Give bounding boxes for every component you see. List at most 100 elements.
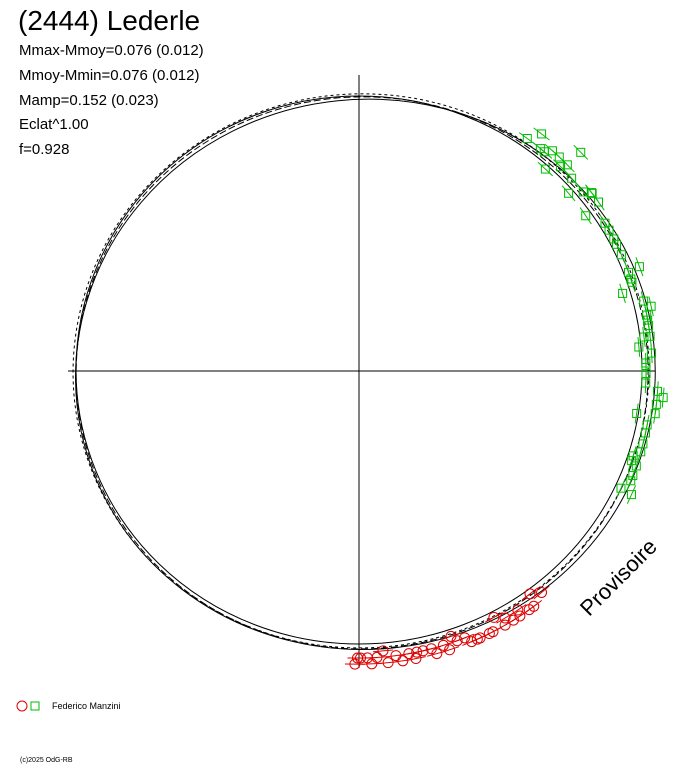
stat-f: f=0.928 [19, 141, 70, 158]
circle-point-34 [347, 652, 368, 664]
square-marker [628, 471, 638, 481]
copyright-text: (c)2025 OdG-RB [20, 757, 73, 764]
circle-point-7 [496, 612, 514, 624]
square-marker [641, 378, 651, 388]
square-marker [647, 348, 657, 358]
square-marker [640, 428, 650, 438]
circle-point-35 [344, 658, 365, 670]
square-point-34 [634, 337, 644, 358]
error-bar [537, 161, 554, 177]
square-marker [612, 239, 622, 249]
circle-point-9 [484, 611, 503, 623]
error-bar [533, 127, 550, 141]
error-bar [576, 183, 590, 201]
square-point-39 [641, 373, 651, 394]
circle-point-27 [385, 650, 406, 662]
circle-point-14 [462, 636, 482, 648]
square-marker [650, 409, 660, 419]
circle-marker [403, 648, 415, 660]
square-marker [658, 393, 668, 403]
square-marker [628, 451, 638, 461]
square-marker [626, 476, 636, 486]
square-marker [587, 188, 597, 198]
circle-marker [459, 632, 471, 644]
square-point-54 [616, 478, 626, 498]
circle-marker [512, 604, 524, 616]
circle-point-18 [439, 644, 460, 656]
square-point-50 [627, 450, 637, 471]
model-curve-2 [75, 96, 649, 650]
error-bar [648, 296, 654, 317]
square-marker [554, 152, 564, 162]
square-point-1 [533, 127, 550, 141]
circle-point-1 [521, 587, 539, 601]
circle-marker [483, 628, 495, 640]
circle-marker [507, 614, 519, 626]
square-marker [537, 129, 547, 139]
square-marker [616, 250, 626, 260]
error-bar [616, 245, 626, 265]
square-marker [564, 188, 574, 198]
error-bar [441, 632, 461, 641]
square-point-5 [537, 161, 554, 177]
circle-marker [349, 658, 361, 670]
circle-marker [524, 588, 536, 600]
square-marker [604, 225, 614, 235]
data-points [344, 127, 668, 670]
square-marker [632, 408, 642, 418]
legend-circle-marker [16, 700, 28, 712]
square-marker [627, 277, 637, 287]
square-marker [547, 146, 557, 156]
square-marker [618, 288, 628, 298]
square-point-10 [564, 170, 579, 186]
square-marker [631, 461, 641, 471]
square-point-53 [626, 471, 636, 491]
legend-label: Federico Manzini [52, 701, 121, 711]
error-bar [634, 403, 639, 424]
circle-marker [411, 646, 423, 658]
square-marker [556, 162, 566, 172]
error-bar [592, 193, 605, 211]
error-bar [644, 373, 647, 394]
square-marker [594, 197, 604, 207]
square-marker [626, 274, 636, 284]
circle-point-28 [378, 657, 399, 669]
legend-markers [16, 700, 40, 712]
square-marker [576, 147, 586, 157]
model-curve-4 [72, 93, 650, 649]
error-bar [642, 327, 646, 348]
square-marker [626, 490, 636, 500]
error-bar [573, 144, 589, 160]
circle-marker [499, 612, 511, 624]
square-marker [609, 234, 619, 244]
stat-eclat: Eclat^1.00 [19, 116, 89, 133]
circle-marker [471, 633, 483, 645]
error-bar [462, 637, 482, 646]
square-point-8 [559, 157, 575, 173]
error-bar [653, 403, 658, 424]
circle-point-31 [361, 658, 382, 670]
error-bar [427, 650, 447, 657]
error-bar [536, 144, 553, 159]
square-marker [627, 456, 637, 466]
error-bar [564, 170, 579, 186]
circle-marker [488, 611, 500, 623]
circle-marker [351, 652, 363, 664]
error-bar [635, 257, 644, 277]
circle-marker [499, 619, 511, 631]
error-bar [533, 585, 550, 600]
square-point-55 [626, 485, 637, 504]
circle-point-17 [441, 630, 461, 642]
square-marker [522, 134, 532, 144]
square-marker [644, 321, 654, 331]
circle-marker [417, 645, 429, 657]
error-bar [648, 326, 652, 347]
square-point-43 [650, 403, 660, 424]
circle-marker [425, 643, 437, 655]
chart-title: (2444) Lederle [18, 5, 201, 36]
square-point-44 [632, 403, 642, 424]
square-point-28 [646, 296, 656, 317]
circle-marker [523, 604, 535, 616]
square-point-16 [579, 207, 592, 225]
